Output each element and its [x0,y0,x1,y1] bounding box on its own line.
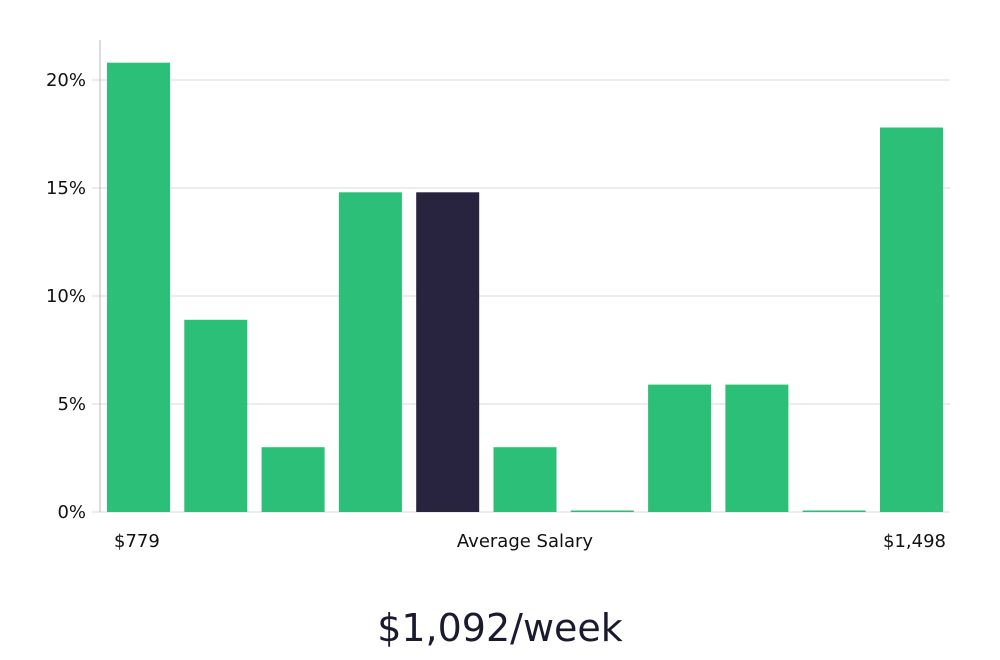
average-salary-value: $1,092/week [377,606,623,650]
y-tick-label: 20% [46,70,86,91]
x-max-label: $1,498 [883,531,946,552]
y-tick-label: 0% [57,502,86,523]
histogram-bar [261,447,325,512]
histogram-bar [338,192,402,513]
histogram-bar [725,384,789,512]
y-tick-label: 10% [46,286,86,307]
salary-histogram: 0% 5% 10% 15% 20% $779 Average Salary $1,498 [46,40,950,552]
x-labels: $779 Average Salary $1,498 [114,531,946,552]
histogram-bar [107,62,170,512]
histogram-bar [802,510,866,512]
histogram-bar [570,510,634,512]
average-salary-bar [416,192,480,513]
bars [107,62,943,513]
x-min-label: $779 [114,531,160,552]
histogram-bar [493,447,557,512]
histogram-bar [880,127,943,512]
x-center-label: Average Salary [457,531,594,552]
y-tick-labels: 0% 5% 10% 15% 20% [46,70,86,523]
histogram-bar [184,319,248,512]
histogram-bar [648,384,712,512]
y-tick-label: 15% [46,178,86,199]
y-tick-label: 5% [57,394,86,415]
